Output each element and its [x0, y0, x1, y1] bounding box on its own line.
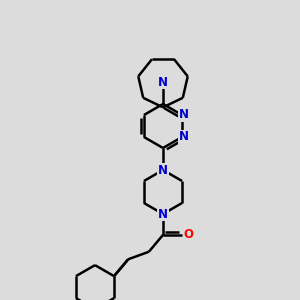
Text: N: N [179, 109, 189, 122]
Text: N: N [158, 208, 168, 220]
Text: N: N [158, 164, 168, 176]
Text: N: N [179, 130, 189, 143]
Text: O: O [184, 228, 194, 242]
Text: N: N [158, 76, 168, 88]
